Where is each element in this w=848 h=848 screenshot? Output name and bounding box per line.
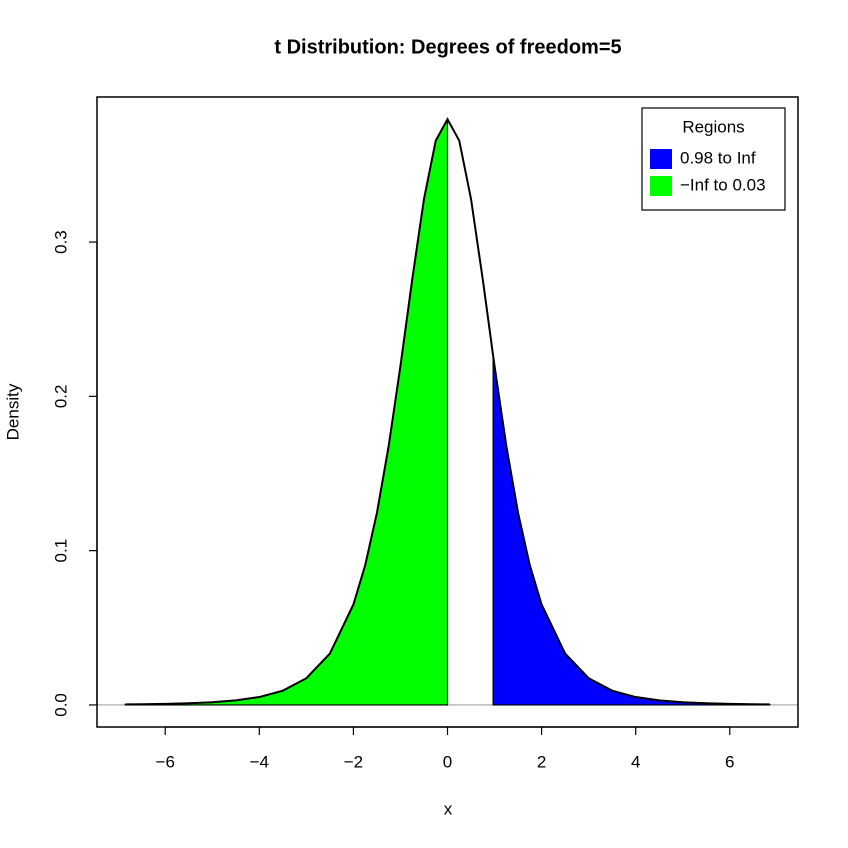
legend-label: −Inf to 0.03	[680, 175, 766, 194]
x-tick-label: −2	[344, 752, 363, 771]
x-tick-label: 2	[537, 752, 546, 771]
density-curve	[125, 117, 770, 706]
region-area	[492, 355, 771, 706]
x-tick-label: 0	[443, 752, 452, 771]
chart-title: t Distribution: Degrees of freedom=5	[274, 36, 621, 58]
x-tick-label: 4	[631, 752, 640, 771]
y-tick-label: 0.0	[51, 693, 70, 717]
region-area	[124, 118, 449, 706]
legend-title: Regions	[682, 117, 744, 136]
legend-swatch	[650, 176, 672, 196]
x-tick-label: −4	[250, 752, 269, 771]
x-tick-label: 6	[725, 752, 734, 771]
y-tick-label: 0.1	[51, 539, 70, 563]
x-tick-label: −6	[156, 752, 175, 771]
x-axis-label: x	[444, 799, 453, 818]
y-tick-label: 0.3	[51, 230, 70, 254]
legend-swatch	[650, 149, 672, 169]
legend-label: 0.98 to Inf	[680, 148, 756, 167]
y-axis-label: Density	[3, 383, 22, 440]
y-tick-label: 0.2	[51, 385, 70, 409]
